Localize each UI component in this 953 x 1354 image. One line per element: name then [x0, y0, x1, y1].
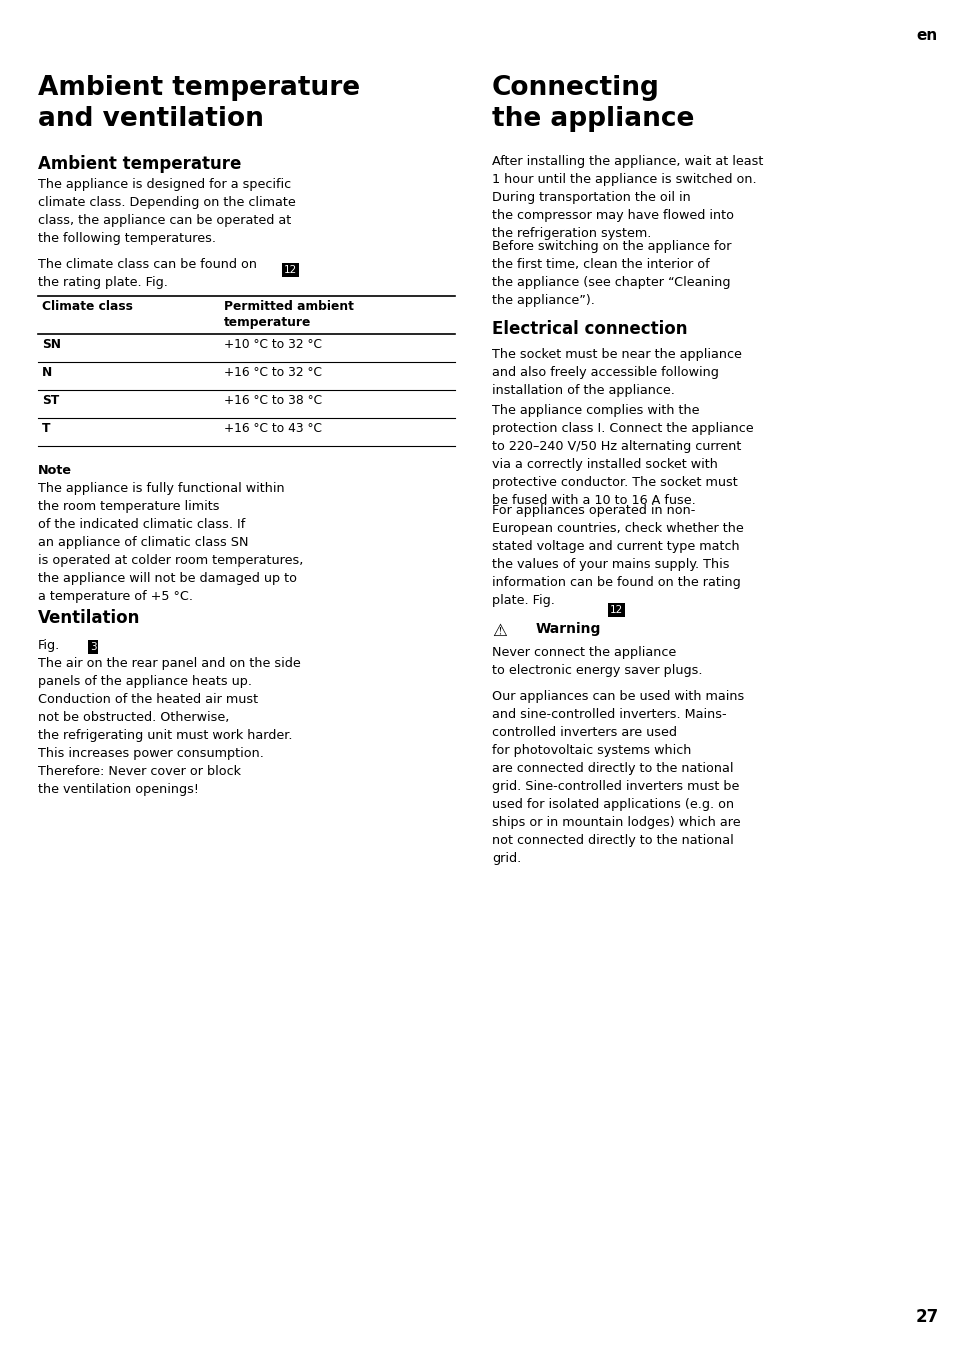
Text: 12: 12	[283, 265, 296, 275]
Text: T: T	[42, 422, 51, 435]
Text: Permitted ambient
temperature: Permitted ambient temperature	[224, 301, 354, 329]
Text: The climate class can be found on
the rating plate. Fig.: The climate class can be found on the ra…	[38, 259, 256, 288]
Text: Connecting
the appliance: Connecting the appliance	[492, 74, 694, 131]
Text: Ambient temperature
and ventilation: Ambient temperature and ventilation	[38, 74, 359, 131]
Text: en: en	[915, 28, 936, 43]
Text: 3: 3	[90, 642, 96, 653]
Text: Warning: Warning	[536, 621, 600, 636]
Text: For appliances operated in non-
European countries, check whether the
stated vol: For appliances operated in non- European…	[492, 504, 743, 607]
Text: Our appliances can be used with mains
and sine-controlled inverters. Mains-
cont: Our appliances can be used with mains an…	[492, 691, 743, 865]
Text: The socket must be near the appliance
and also freely accessible following
insta: The socket must be near the appliance an…	[492, 348, 741, 397]
Text: 27: 27	[915, 1308, 939, 1326]
Text: +16 °C to 32 °C: +16 °C to 32 °C	[224, 366, 322, 379]
Text: ST: ST	[42, 394, 59, 408]
Text: Never connect the appliance
to electronic energy saver plugs.: Never connect the appliance to electroni…	[492, 646, 701, 677]
Text: +16 °C to 43 °C: +16 °C to 43 °C	[224, 422, 322, 435]
Text: +10 °C to 32 °C: +10 °C to 32 °C	[224, 338, 322, 351]
Text: Ambient temperature: Ambient temperature	[38, 154, 241, 173]
Text: The appliance is designed for a specific
climate class. Depending on the climate: The appliance is designed for a specific…	[38, 177, 295, 245]
Text: Ventilation: Ventilation	[38, 609, 140, 627]
Text: SN: SN	[42, 338, 61, 351]
Text: N: N	[42, 366, 52, 379]
Text: 12: 12	[609, 605, 622, 615]
Text: Note: Note	[38, 464, 71, 477]
Text: The appliance is fully functional within
the room temperature limits
of the indi: The appliance is fully functional within…	[38, 482, 303, 603]
Text: Climate class: Climate class	[42, 301, 132, 313]
Text: Fig.: Fig.	[38, 639, 60, 653]
Text: The appliance complies with the
protection class I. Connect the appliance
to 220: The appliance complies with the protecti…	[492, 403, 753, 506]
Text: The air on the rear panel and on the side
panels of the appliance heats up.
Cond: The air on the rear panel and on the sid…	[38, 657, 300, 796]
Text: Electrical connection: Electrical connection	[492, 320, 687, 338]
Text: ⚠: ⚠	[492, 621, 506, 640]
Text: Before switching on the appliance for
the first time, clean the interior of
the : Before switching on the appliance for th…	[492, 240, 731, 307]
Text: +16 °C to 38 °C: +16 °C to 38 °C	[224, 394, 322, 408]
Text: After installing the appliance, wait at least
1 hour until the appliance is swit: After installing the appliance, wait at …	[492, 154, 762, 240]
